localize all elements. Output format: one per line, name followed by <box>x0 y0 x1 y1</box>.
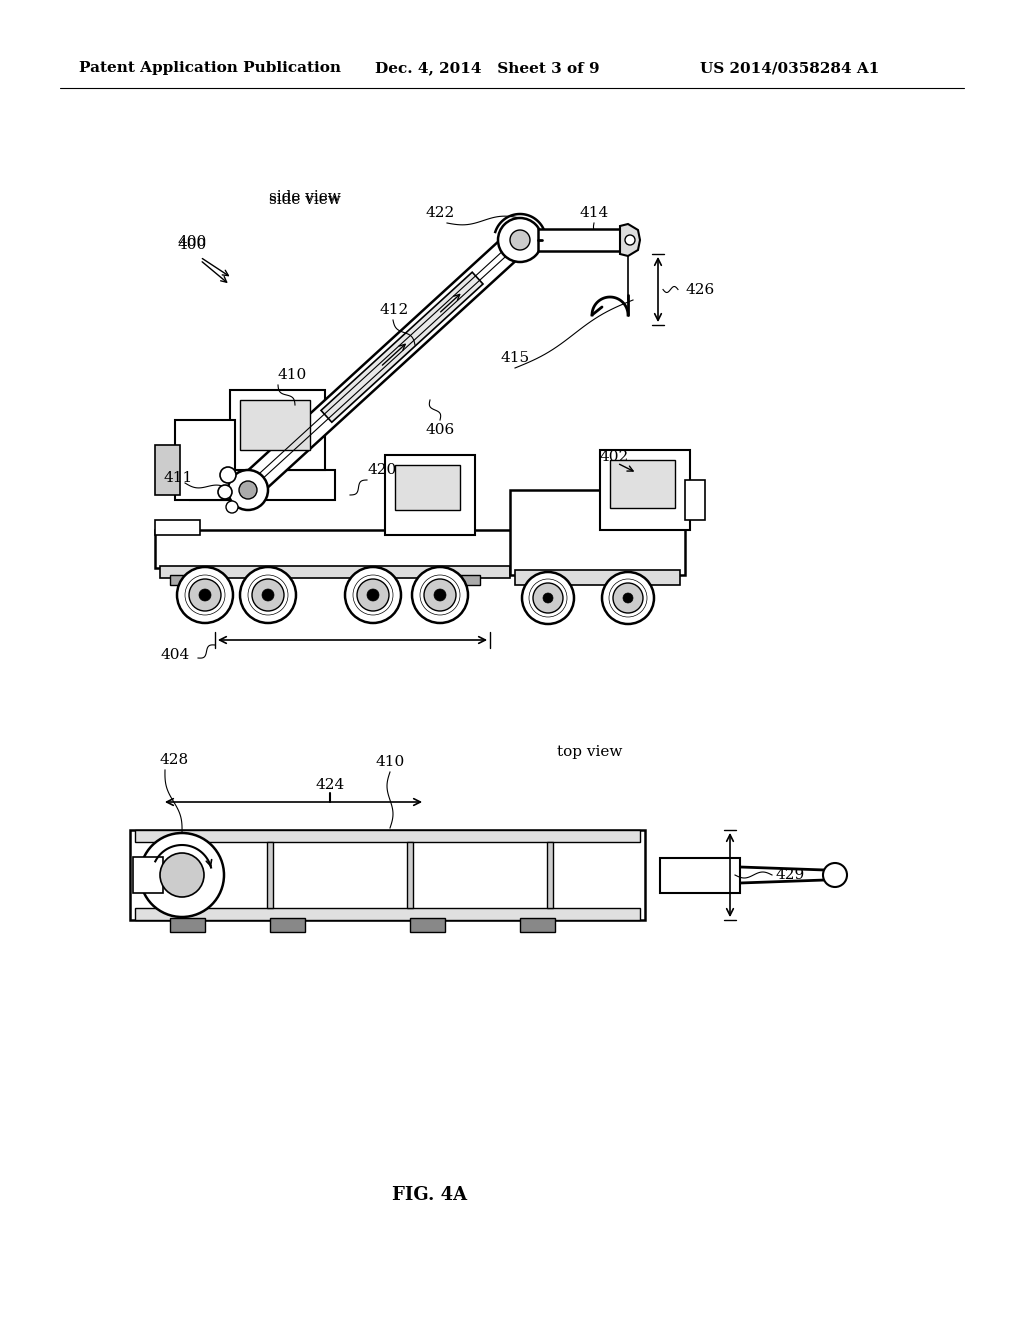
Bar <box>510 490 685 576</box>
Text: 410: 410 <box>376 755 404 770</box>
Text: 400: 400 <box>178 235 207 249</box>
Circle shape <box>357 579 389 611</box>
Circle shape <box>177 568 233 623</box>
Circle shape <box>252 579 284 611</box>
Circle shape <box>534 583 563 612</box>
Circle shape <box>140 833 224 917</box>
Text: 422: 422 <box>425 206 455 220</box>
Circle shape <box>226 502 238 513</box>
Bar <box>267 842 273 908</box>
Bar <box>160 566 510 578</box>
Text: 402: 402 <box>600 450 630 465</box>
Bar <box>460 576 480 585</box>
Bar <box>385 455 475 535</box>
Circle shape <box>218 484 232 499</box>
Circle shape <box>498 218 542 261</box>
Bar <box>407 842 413 908</box>
Text: 410: 410 <box>278 368 307 381</box>
Text: side view: side view <box>269 193 341 207</box>
Bar <box>155 520 200 535</box>
Circle shape <box>613 583 643 612</box>
Circle shape <box>239 480 257 499</box>
Bar <box>538 228 620 251</box>
Bar <box>175 420 234 500</box>
Bar <box>155 445 180 495</box>
Text: 411: 411 <box>163 471 193 484</box>
Text: top view: top view <box>557 744 623 759</box>
Bar <box>520 917 555 932</box>
Text: 424: 424 <box>315 777 345 792</box>
Circle shape <box>220 467 236 483</box>
Polygon shape <box>620 224 640 256</box>
Circle shape <box>522 572 574 624</box>
Circle shape <box>823 863 847 887</box>
Bar <box>270 917 305 932</box>
Circle shape <box>602 572 654 624</box>
Text: 426: 426 <box>686 282 715 297</box>
Bar <box>660 858 740 894</box>
Text: 406: 406 <box>425 422 455 437</box>
Circle shape <box>228 470 268 510</box>
Bar <box>547 842 553 908</box>
Bar <box>170 576 190 585</box>
Circle shape <box>240 568 296 623</box>
Bar <box>515 570 680 585</box>
Bar <box>240 400 310 450</box>
Text: Patent Application Publication: Patent Application Publication <box>79 61 341 75</box>
Polygon shape <box>321 272 483 422</box>
Bar <box>170 917 205 932</box>
Circle shape <box>160 853 204 898</box>
Circle shape <box>625 235 635 246</box>
Circle shape <box>367 589 379 601</box>
Text: US 2014/0358284 A1: US 2014/0358284 A1 <box>700 61 880 75</box>
Circle shape <box>345 568 401 623</box>
Circle shape <box>543 593 553 603</box>
Bar <box>135 908 640 920</box>
Bar <box>600 450 690 531</box>
Text: 400: 400 <box>178 238 207 252</box>
Circle shape <box>412 568 468 623</box>
Circle shape <box>623 593 633 603</box>
Text: 412: 412 <box>380 304 410 317</box>
Bar <box>610 459 675 508</box>
Bar <box>685 480 705 520</box>
Circle shape <box>424 579 456 611</box>
Bar <box>130 830 645 920</box>
Bar <box>133 857 163 894</box>
Bar <box>155 531 515 568</box>
Text: 415: 415 <box>501 351 529 366</box>
Text: 414: 414 <box>580 206 608 220</box>
Bar <box>230 389 325 470</box>
Circle shape <box>199 589 211 601</box>
Text: Dec. 4, 2014   Sheet 3 of 9: Dec. 4, 2014 Sheet 3 of 9 <box>375 61 599 75</box>
Text: side view: side view <box>269 190 341 205</box>
Bar <box>410 917 445 932</box>
Text: FIG. 4A: FIG. 4A <box>392 1185 468 1204</box>
Circle shape <box>189 579 221 611</box>
Text: 428: 428 <box>160 752 189 767</box>
Circle shape <box>510 230 530 249</box>
Circle shape <box>434 589 446 601</box>
Bar <box>190 470 335 500</box>
Text: 404: 404 <box>161 648 189 663</box>
Bar <box>135 830 640 842</box>
Bar <box>395 465 460 510</box>
Text: 429: 429 <box>775 869 804 882</box>
Circle shape <box>262 589 274 601</box>
Text: 420: 420 <box>367 463 396 477</box>
Polygon shape <box>240 222 537 498</box>
